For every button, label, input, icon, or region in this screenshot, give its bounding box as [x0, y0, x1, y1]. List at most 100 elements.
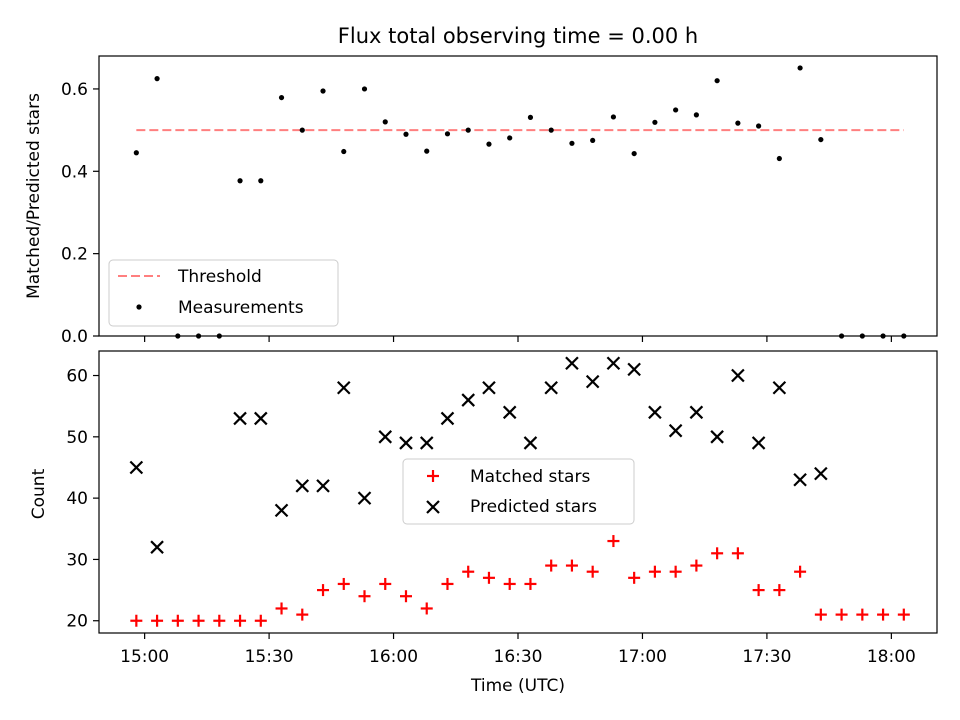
bottom-legend-box [402, 458, 635, 525]
matched-star-point [399, 590, 412, 603]
measurement-point [776, 155, 782, 162]
top-y-ticks: 0.0 0.2 0.4 0.6 [61, 80, 99, 347]
predicted-star-point [565, 356, 579, 371]
top-y-tick-label: 0.6 [61, 80, 88, 100]
matched-star-point [337, 577, 350, 590]
measurement-point [527, 114, 534, 120]
measurement-point [818, 136, 824, 143]
predicted-star-point [502, 405, 517, 420]
predicted-star-point [585, 374, 600, 389]
legend-measurements-label: Measurements [178, 298, 304, 318]
predicted-star-point [544, 381, 558, 395]
predicted-star-point [461, 393, 475, 407]
predicted-star-point [150, 540, 164, 554]
matched-star-point [648, 565, 661, 578]
matched-star-point [586, 565, 599, 578]
predicted-star-point [378, 430, 393, 444]
legend-matched-swatch [427, 470, 439, 482]
x-tick-label: 18:00 [867, 647, 916, 667]
measurement-point [673, 107, 679, 113]
x-tick-label: 15:00 [120, 647, 169, 667]
measurement-point [631, 150, 637, 157]
measurement-point [901, 333, 907, 339]
legend-plus-marker [427, 470, 439, 482]
chart-title: Flux total observing time = 0.00 h [338, 24, 698, 48]
measurement-point [465, 127, 471, 133]
matched-star-point [856, 608, 869, 621]
measurement-point [610, 114, 617, 120]
matched-star-point [358, 590, 371, 603]
legend-x-marker [426, 500, 440, 514]
measurement-point [444, 131, 451, 137]
matched-star-point [171, 614, 184, 627]
legend-matched-label: Matched stars [470, 467, 590, 487]
x-tick-label: 15:30 [245, 647, 294, 667]
legend-predicted-swatch [426, 500, 440, 514]
matched-star-point [254, 614, 267, 627]
matched-star-point [420, 602, 433, 615]
matched-star-point [192, 614, 205, 627]
x-tick-label: 17:00 [618, 647, 667, 667]
matched-star-point [545, 559, 558, 572]
predicted-star-point [793, 472, 807, 487]
matched-star-point [794, 565, 807, 578]
measurement-point [320, 88, 326, 94]
bottom-y-tick-label: 60 [66, 367, 88, 387]
matched-star-point [565, 559, 578, 572]
matched-star-point [482, 571, 495, 584]
predicted-star-point [668, 423, 683, 438]
bottom-legend: Matched stars Predicted stars [402, 458, 635, 525]
matched-star-point [151, 614, 164, 627]
bottom-y-axis-label: Count [29, 468, 49, 519]
legend-measurements-swatch [136, 304, 142, 310]
predicted-star-point [627, 362, 641, 377]
measurement-point [133, 150, 139, 156]
measurement-point [735, 120, 741, 126]
predicted-star-point [274, 503, 289, 518]
bottom-y-tick-label: 20 [66, 612, 88, 632]
measurement-point [507, 135, 513, 141]
measurement-point [299, 127, 305, 133]
measurement-point [216, 333, 222, 339]
measurement-point [880, 333, 886, 339]
top-x-ticks [144, 336, 892, 342]
measurement-point [569, 140, 575, 146]
bottom-y-ticks: 20 30 40 50 60 [66, 367, 99, 632]
predicted-star-point [523, 436, 538, 450]
measurement-point [714, 78, 720, 84]
predicted-star-point [233, 411, 247, 426]
measurement-point [237, 178, 243, 184]
measurement-point [154, 76, 160, 82]
predicted-stars-points [129, 356, 828, 554]
matched-stars-points [130, 535, 910, 627]
bottom-y-tick-label: 50 [66, 428, 88, 448]
measurement-point [175, 333, 181, 339]
matched-star-point [503, 577, 516, 590]
predicted-star-point [751, 436, 766, 450]
predicted-star-point [357, 491, 372, 505]
matched-star-point [835, 608, 848, 621]
top-y-tick-label: 0.4 [61, 162, 88, 182]
bottom-y-tick-label: 40 [66, 489, 88, 509]
matched-star-point [877, 608, 890, 621]
matched-star-point [752, 584, 765, 597]
bottom-panel: Count 20 30 40 50 60 15:00 15:30 16:00 16:30 17:… [29, 350, 938, 696]
matched-star-point [275, 602, 288, 615]
matched-star-point [690, 559, 703, 572]
measurement-point [361, 86, 368, 92]
measurement-points [133, 65, 907, 339]
predicted-star-point [731, 368, 745, 383]
matched-star-point [234, 614, 247, 627]
matched-star-point [897, 608, 910, 621]
predicted-star-point [316, 479, 330, 493]
matched-star-point [524, 577, 537, 590]
matched-star-point [441, 577, 454, 590]
predicted-star-point [648, 405, 662, 420]
measurement-point [838, 333, 845, 339]
bottom-y-tick-label: 30 [66, 550, 88, 570]
predicted-star-point [419, 436, 434, 450]
matched-star-point [379, 577, 392, 590]
matched-star-point [731, 547, 744, 560]
